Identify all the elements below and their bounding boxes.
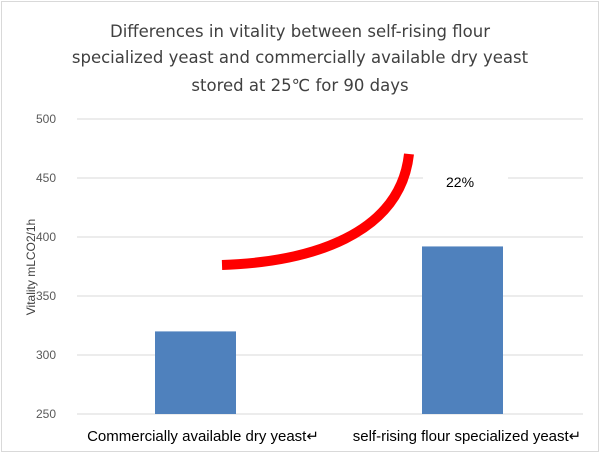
y-axis-label: Vitality mLCO2/1h: [24, 219, 38, 316]
annotation-label: 22%: [446, 174, 474, 190]
increase-arc: [221, 153, 414, 270]
y-tick-label: 350: [36, 289, 56, 303]
y-tick-label: 300: [36, 348, 56, 362]
bar-2: [422, 246, 503, 414]
chart-title-line-2: specialized yeast and commercially avail…: [72, 48, 529, 67]
bar-1: [155, 331, 236, 414]
y-tick-label: 250: [36, 407, 56, 421]
category-label-1: Commercially available dry yeast↵: [87, 428, 319, 445]
category-label-2: self-rising flour specialized yeast↵: [353, 428, 582, 445]
chart-title-line-3: stored at 25℃ for 90 days: [191, 76, 408, 95]
annotation-bg: [423, 170, 508, 190]
chart-title-line-1: Differences in vitality between self-ris…: [110, 22, 490, 41]
y-tick-label: 500: [36, 112, 56, 126]
y-tick-label: 400: [36, 230, 56, 244]
y-tick-label: 450: [36, 171, 56, 185]
